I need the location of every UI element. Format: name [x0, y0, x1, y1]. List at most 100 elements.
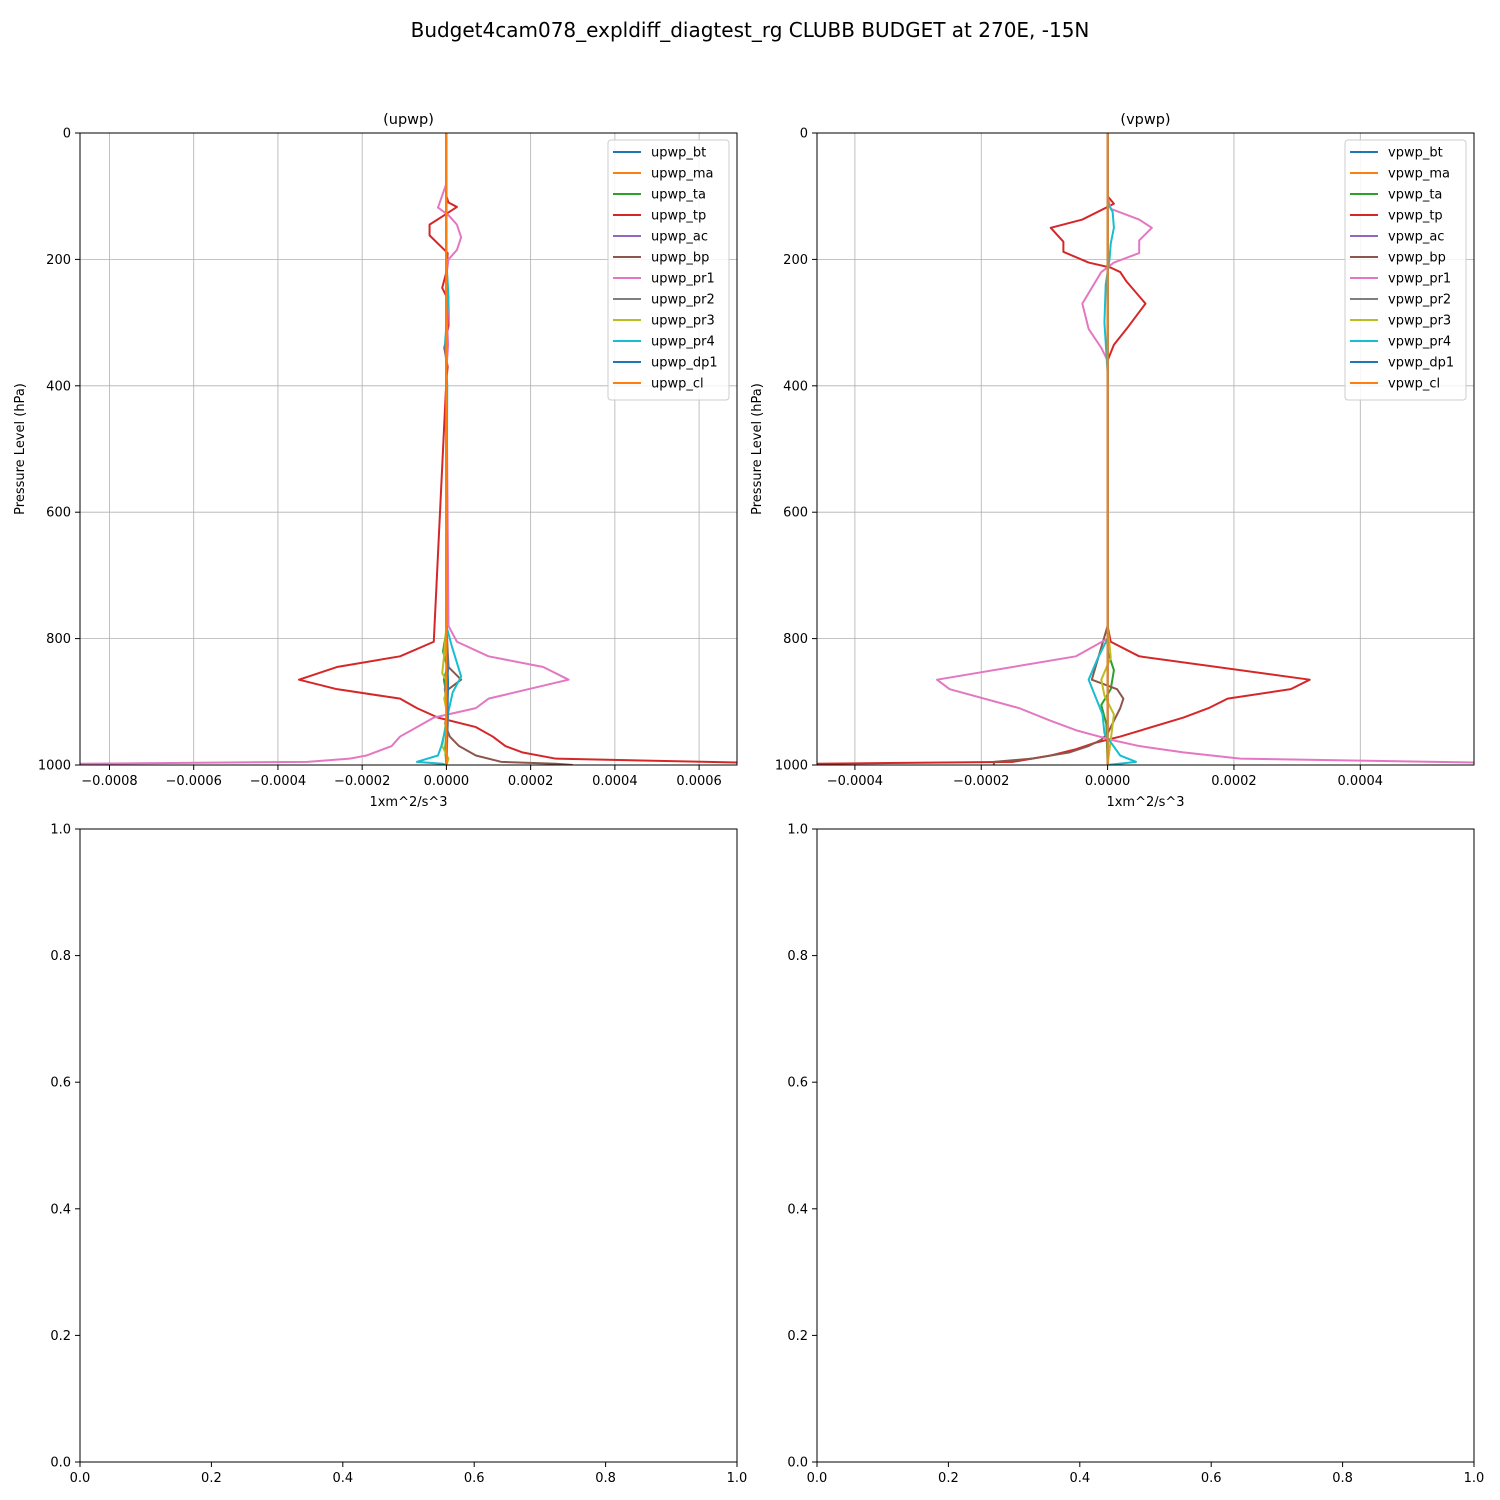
- y-tick-label: 800: [783, 632, 808, 647]
- legend: vpwp_bt vpwp_ma vpwp_ta vpwp_tp vpwp_ac vpwp_…: [1344, 139, 1467, 401]
- axes-frame: [816, 132, 1475, 766]
- legend-entry-label: vpwp_dp1: [1388, 356, 1454, 371]
- x-tick-label: 0.2: [201, 1471, 222, 1486]
- series-line-vpwp_pr4: [1087, 133, 1138, 765]
- panel-title: (vpwp): [1120, 112, 1170, 128]
- y-tick-label: 0.6: [787, 1076, 808, 1091]
- x-tick-label: 0.0: [70, 1471, 91, 1486]
- x-tick-label: 0.4: [332, 1471, 353, 1486]
- series-group: [80, 133, 737, 765]
- y-axis-label: Pressure Level (hPa): [750, 383, 765, 515]
- x-axis-label: 1xm^2/s^3: [369, 795, 447, 810]
- x-tick-label: −0.0002: [334, 774, 390, 789]
- series-line-vpwp_tp: [817, 133, 1311, 765]
- y-tick-label: 0.0: [787, 1456, 808, 1471]
- x-tick-label: 1.0: [727, 1471, 748, 1486]
- legend-entry-label: vpwp_bp: [1388, 251, 1446, 266]
- legend-entry-label: vpwp_ta: [1388, 188, 1442, 203]
- x-tick-label: 0.8: [1332, 1471, 1353, 1486]
- legend-entry-label: vpwp_pr2: [1388, 293, 1451, 308]
- y-tick-label: 0.0: [50, 1456, 71, 1471]
- series-line-vpwp_bp: [992, 133, 1125, 765]
- x-tick-label: 0.0000: [424, 774, 470, 789]
- y-tick-label: 0.2: [787, 1329, 808, 1344]
- legend-entry-label: vpwp_bt: [1388, 146, 1443, 161]
- y-axis-label: Pressure Level (hPa): [13, 383, 28, 515]
- x-tick-label: −0.0002: [953, 774, 1009, 789]
- x-tick-label: −0.0004: [250, 774, 306, 789]
- y-tick-label: 400: [46, 379, 71, 394]
- axes-frame: [79, 132, 738, 766]
- legend-entry-label: vpwp_tp: [1388, 209, 1443, 224]
- legend-entry-label: vpwp_ac: [1388, 230, 1444, 245]
- legend-box: [607, 139, 730, 401]
- legend: upwp_bt upwp_ma upwp_ta upwp_tp upwp_ac upwp_…: [607, 139, 730, 401]
- y-tick-label: 200: [783, 253, 808, 268]
- x-tick-label: −0.0004: [827, 774, 883, 789]
- legend-entry-label: vpwp_pr1: [1388, 272, 1451, 287]
- legend-entry-label: upwp_pr1: [651, 272, 715, 287]
- y-tick-label: 1000: [38, 759, 71, 774]
- x-tick-label: 0.0000: [1085, 774, 1131, 789]
- x-tick-label: 0.0006: [676, 774, 722, 789]
- x-tick-label: 1.0: [1464, 1471, 1485, 1486]
- y-tick-label: 0.4: [50, 1202, 71, 1217]
- legend-entry-label: upwp_ma: [651, 167, 714, 182]
- y-tick-label: 600: [46, 506, 71, 521]
- chart-panel-3: 0.0 0.2 0.4 0.6 0.8 1.0 0.0 0.2 0.4 0.6 0.8 1.0: [50, 823, 747, 1487]
- x-tick-label: 0.0002: [1211, 774, 1257, 789]
- panel-title: (upwp): [383, 112, 434, 128]
- legend-entry-label: vpwp_pr3: [1388, 314, 1451, 329]
- series-line-upwp_pr4: [415, 133, 463, 765]
- x-tick-label: 0.0004: [592, 774, 638, 789]
- legend-entry-label: upwp_bt: [651, 146, 706, 161]
- legend-entry-label: upwp_cl: [651, 377, 704, 392]
- x-tick-label: 0.0002: [508, 774, 554, 789]
- x-tick-label: 0.6: [464, 1471, 485, 1486]
- legend-entry-label: vpwp_pr4: [1388, 335, 1451, 350]
- legend-entry-label: upwp_pr4: [651, 335, 715, 350]
- series-line-upwp_bp: [443, 133, 573, 765]
- axes-frame: [816, 828, 1475, 1463]
- x-tick-label: 0.0004: [1338, 774, 1384, 789]
- chart-panel-2: −0.0004 −0.0002 0.0000 0.0002 0.0004 0 200 400 6…: [750, 112, 1475, 810]
- chart-panel-1: −0.0008 −0.0006 −0.0004 −0.0002 0.0000 0.0002…: [13, 112, 738, 810]
- y-tick-label: 0.2: [50, 1329, 71, 1344]
- legend-entry-label: upwp_pr3: [651, 314, 715, 329]
- x-tick-label: 0.6: [1201, 1471, 1222, 1486]
- x-tick-label: 0.2: [938, 1471, 959, 1486]
- y-tick-label: 1.0: [787, 823, 808, 838]
- x-tick-label: 0.0: [807, 1471, 828, 1486]
- legend-entry-label: upwp_dp1: [651, 356, 718, 371]
- y-tick-label: 0.4: [787, 1202, 808, 1217]
- y-tick-label: 0: [63, 127, 71, 142]
- legend-entry-label: vpwp_ma: [1388, 167, 1450, 182]
- y-tick-label: 0.6: [50, 1076, 71, 1091]
- legend-entry-label: upwp_bp: [651, 251, 709, 266]
- legend-entry-label: upwp_pr2: [651, 293, 715, 308]
- y-tick-label: 0.8: [787, 949, 808, 964]
- x-tick-label: 0.8: [595, 1471, 616, 1486]
- y-tick-label: 0.8: [50, 949, 71, 964]
- series-group: [817, 133, 1474, 765]
- legend-entry-label: upwp_tp: [651, 209, 706, 224]
- legend-entry-label: vpwp_cl: [1388, 377, 1440, 392]
- legend-entry-label: upwp_ac: [651, 230, 708, 245]
- y-tick-label: 1.0: [50, 823, 71, 838]
- y-tick-label: 200: [46, 253, 71, 268]
- axes-frame: [79, 828, 738, 1463]
- legend-entry-label: upwp_ta: [651, 188, 706, 203]
- legend-box: [1344, 139, 1467, 401]
- y-tick-label: 0: [800, 127, 808, 142]
- y-tick-label: 600: [783, 506, 808, 521]
- y-tick-label: 400: [783, 379, 808, 394]
- x-tick-label: −0.0008: [81, 774, 137, 789]
- series-line-upwp_pr1: [80, 133, 570, 765]
- figure-suptitle: Budget4cam078_expldiff_diagtest_rg CLUBB…: [411, 18, 1090, 42]
- x-axis-label: 1xm^2/s^3: [1106, 795, 1184, 810]
- x-tick-label: 0.4: [1069, 1471, 1090, 1486]
- chart-panel-4: 0.0 0.2 0.4 0.6 0.8 1.0 0.0 0.2 0.4 0.6 0.8 1.0: [787, 823, 1484, 1487]
- y-tick-label: 1000: [775, 759, 808, 774]
- y-tick-label: 800: [46, 632, 71, 647]
